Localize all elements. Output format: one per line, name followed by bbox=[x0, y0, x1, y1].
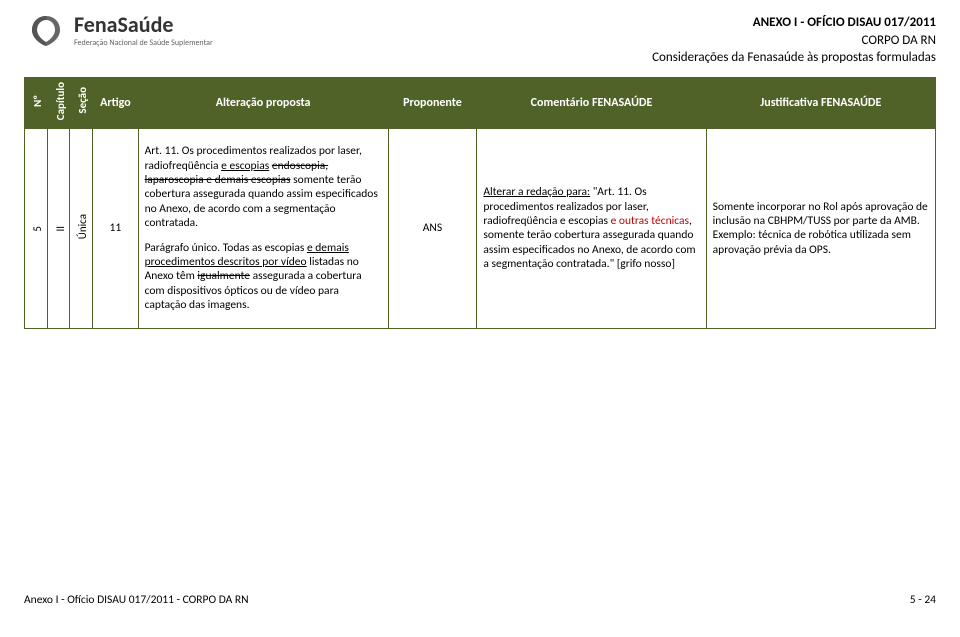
col-proponente: Proponente bbox=[388, 77, 477, 128]
brand-name: FenaSaúde bbox=[74, 14, 213, 36]
com-a: Alterar a redação para: bbox=[483, 185, 590, 199]
page-footer: Anexo I - Ofício DISAU 017/2011 - CORPO … bbox=[24, 585, 936, 607]
cell-alteracao: Art. 11. Os procedimentos realizados por… bbox=[138, 128, 388, 328]
cell-artigo: 11 bbox=[93, 128, 138, 328]
cell-no: 5 bbox=[25, 128, 48, 328]
cell-justificativa: Somente incorporar no Rol após aprovação… bbox=[706, 128, 935, 328]
col-justificativa: Justificativa FENASAÚDE bbox=[706, 77, 935, 128]
table-container: Nº Capítulo Seção Artigo Alteração propo… bbox=[24, 77, 936, 585]
footer-right: 5 - 24 bbox=[910, 593, 936, 607]
page-header: FenaSaúde Federação Nacional de Saúde Su… bbox=[24, 14, 936, 67]
page: FenaSaúde Federação Nacional de Saúde Su… bbox=[0, 0, 960, 637]
col-capitulo: Capítulo bbox=[47, 77, 70, 128]
footer-left: Anexo I - Ofício DISAU 017/2011 - CORPO … bbox=[24, 593, 249, 607]
col-comentario: Comentário FENASAÚDE bbox=[477, 77, 706, 128]
alter-strike2: igualmente bbox=[197, 269, 250, 283]
cell-capitulo: II bbox=[47, 128, 70, 328]
col-alteracao: Alteração proposta bbox=[138, 77, 388, 128]
col-artigo: Artigo bbox=[93, 77, 138, 128]
cell-secao: Única bbox=[70, 128, 93, 328]
com-red: e outras técnicas bbox=[611, 214, 689, 228]
main-table: Nº Capítulo Seção Artigo Alteração propo… bbox=[24, 77, 936, 329]
brand-tagline: Federação Nacional de Saúde Suplementar bbox=[74, 38, 213, 48]
col-secao: Seção bbox=[70, 77, 93, 128]
alter-insert1: e escopias bbox=[221, 159, 269, 173]
logo: FenaSaúde Federação Nacional de Saúde Su… bbox=[24, 14, 213, 48]
header-line3: Considerações da Fenasaúde às propostas … bbox=[652, 49, 936, 67]
cell-comentario: Alterar a redação para: "Art. 11. Os pro… bbox=[477, 128, 706, 328]
header-right: ANEXO I - OFÍCIO DISAU 017/2011 CORPO DA… bbox=[652, 14, 936, 67]
col-no: Nº bbox=[25, 77, 48, 128]
table-header-row: Nº Capítulo Seção Artigo Alteração propo… bbox=[25, 77, 936, 128]
logo-text: FenaSaúde Federação Nacional de Saúde Su… bbox=[74, 14, 213, 48]
logo-icon bbox=[24, 14, 68, 48]
cell-proponente: ANS bbox=[388, 128, 477, 328]
table-row: 5 II Única 11 Art. 11. Os procedimentos … bbox=[25, 128, 936, 328]
alter-par2a: Parágrafo único. Todas as escopias bbox=[145, 241, 307, 255]
header-line2: CORPO DA RN bbox=[652, 32, 936, 50]
header-line1: ANEXO I - OFÍCIO DISAU 017/2011 bbox=[652, 14, 936, 32]
